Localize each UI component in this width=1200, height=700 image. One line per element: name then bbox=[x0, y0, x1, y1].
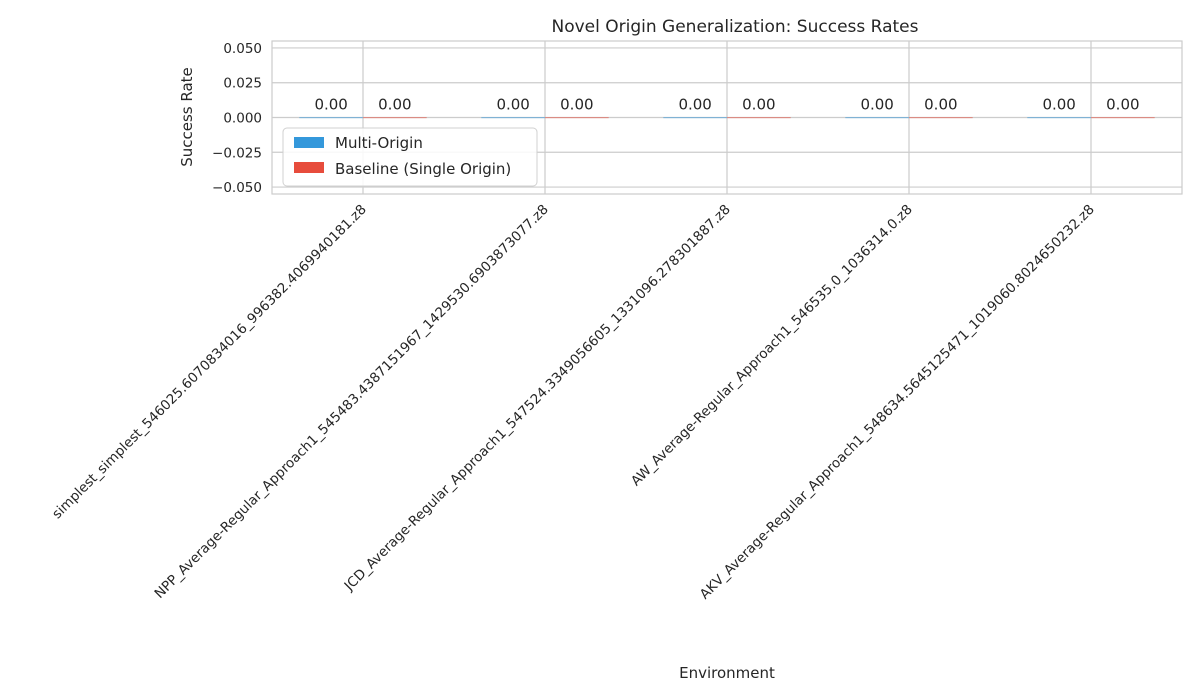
x-tick-label: JCD_Average-Regular_Approach1_547524.334… bbox=[341, 202, 734, 595]
bar-label-background bbox=[302, 92, 360, 117]
y-tick-label: 0.050 bbox=[223, 41, 262, 57]
bar-value-label: 0.00 bbox=[314, 96, 347, 114]
bar-label-background bbox=[666, 92, 724, 117]
bar-label-background bbox=[730, 92, 788, 117]
bar-value-label: 0.00 bbox=[1106, 96, 1139, 114]
bar bbox=[481, 117, 545, 119]
bar-label-background bbox=[548, 92, 606, 117]
bar bbox=[1091, 117, 1155, 119]
x-tick-label: simplest_simplest_546025.6070834016_9963… bbox=[49, 202, 370, 523]
y-axis-ticks: −0.050 −0.025 0.000 0.025 0.050 bbox=[212, 41, 262, 196]
bar-value-label: 0.00 bbox=[378, 96, 411, 114]
x-tick-label: NPP_Average-Regular_Approach1_545483.438… bbox=[151, 202, 551, 602]
bar bbox=[663, 117, 727, 119]
bar bbox=[845, 117, 909, 119]
bar bbox=[545, 117, 609, 119]
x-tick-label: AW_Average-Regular_Approach1_546535.0_10… bbox=[628, 202, 916, 490]
legend-swatch-baseline bbox=[294, 162, 324, 173]
y-tick-label: 0.025 bbox=[223, 76, 262, 92]
y-tick-label: 0.000 bbox=[223, 111, 262, 127]
bar-label-background bbox=[1094, 92, 1152, 117]
bar-label-background bbox=[1030, 92, 1088, 117]
y-tick-label: −0.050 bbox=[212, 180, 262, 196]
bar-label-background bbox=[366, 92, 424, 117]
bar-value-label: 0.00 bbox=[1042, 96, 1075, 114]
y-tick-label: −0.025 bbox=[212, 145, 262, 161]
bars bbox=[299, 117, 1155, 119]
plot-frame bbox=[271, 40, 1183, 195]
bar-label-background bbox=[912, 92, 970, 117]
bar bbox=[727, 117, 791, 119]
legend: Multi-Origin Baseline (Single Origin) bbox=[282, 127, 538, 187]
y-axis-label: Success Rate bbox=[178, 67, 196, 167]
bar-label-background bbox=[848, 92, 906, 117]
legend-box bbox=[282, 127, 538, 187]
bar bbox=[363, 117, 427, 119]
bar bbox=[909, 117, 973, 119]
bar bbox=[299, 117, 363, 119]
legend-label-baseline: Baseline (Single Origin) bbox=[335, 160, 511, 178]
bar-value-label: 0.00 bbox=[560, 96, 593, 114]
x-axis-label: Environment bbox=[679, 664, 775, 682]
legend-swatch-multi-origin bbox=[294, 137, 324, 148]
legend-label-multi-origin: Multi-Origin bbox=[335, 134, 423, 152]
bar-labels: 0.00 0.00 0.00 0.00 0.00 0.00 0.00 0.00 0.00 0.00 bbox=[302, 92, 1152, 117]
bar-value-label: 0.00 bbox=[742, 96, 775, 114]
x-tick-label: AKV_Average-Regular_Approach1_548634.564… bbox=[697, 202, 1098, 603]
bar bbox=[1027, 117, 1091, 119]
bar-value-label: 0.00 bbox=[924, 96, 957, 114]
bar-value-label: 0.00 bbox=[860, 96, 893, 114]
x-axis-ticks: simplest_simplest_546025.6070834016_9963… bbox=[49, 202, 1098, 603]
bar-label-background bbox=[484, 92, 542, 117]
bar-value-label: 0.00 bbox=[496, 96, 529, 114]
chart-title: Novel Origin Generalization: Success Rat… bbox=[552, 17, 919, 37]
bar-value-label: 0.00 bbox=[678, 96, 711, 114]
